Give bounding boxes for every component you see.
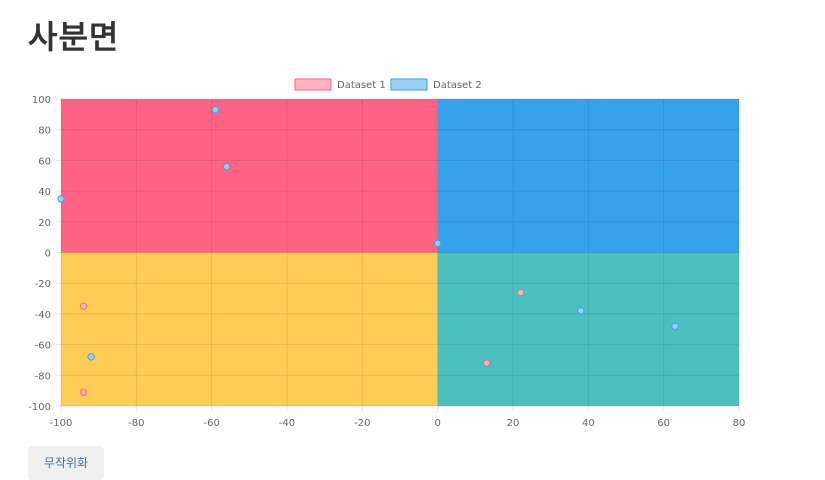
y-tick-label: 40: [38, 187, 51, 198]
axes: -100 -80 -60 -40 -20 0 20 40 60 80 100 80 60 40 20 0 -20…: [28, 95, 745, 429]
x-tick-label: -20: [354, 418, 370, 429]
data-points: [57, 106, 679, 396]
y-tick-label: 0: [45, 249, 51, 260]
y-tick-label: -20: [35, 279, 51, 290]
y-tick-label: 80: [38, 126, 51, 137]
data-point-dataset-2: [671, 322, 679, 330]
data-point-dataset-2: [211, 106, 220, 114]
legend-label: Dataset 1: [337, 80, 386, 91]
quadrant-top-right: [437, 99, 739, 253]
data-point-dataset-2: [433, 239, 442, 247]
y-tick-label: -60: [35, 341, 51, 352]
legend[interactable]: Dataset 1 Dataset 2: [294, 78, 482, 91]
quadrant-bottom-left: [61, 252, 438, 406]
quadrant-bottom-right: [437, 252, 739, 406]
x-tick-label: -40: [279, 418, 295, 429]
page-title: 사분면: [28, 18, 120, 56]
data-point-dataset-1: [482, 359, 491, 367]
data-point-dataset-2: [57, 195, 65, 203]
y-tick-label: 20: [38, 218, 51, 229]
y-tick-label: 60: [38, 156, 51, 167]
y-tick-label: -100: [28, 402, 51, 413]
data-point-dataset-2: [87, 353, 95, 361]
grid-lines: [56, 98, 740, 411]
legend-item-dataset-2[interactable]: Dataset 2: [390, 78, 482, 91]
data-point-dataset-1: [516, 288, 525, 297]
data-point-dataset-1: [79, 302, 88, 310]
quadrant-scatter-chart: -100 -80 -60 -40 -20 0 20 40 60 80 100 80 60 40 20 0 -20…: [28, 78, 745, 429]
x-tick-label: -100: [50, 418, 73, 429]
legend-swatch: [390, 78, 428, 91]
x-tick-label: 60: [657, 418, 670, 429]
x-tick-label: -80: [128, 418, 144, 429]
x-tick-label: 0: [434, 418, 440, 429]
legend-item-dataset-1[interactable]: Dataset 1: [294, 78, 386, 91]
x-tick-label: 20: [507, 418, 520, 429]
quadrant-top-left: [61, 99, 438, 253]
y-tick-label: -80: [35, 371, 51, 382]
data-point-dataset-2: [577, 307, 585, 315]
data-point-dataset-1: [79, 388, 88, 396]
y-tick-label: -40: [35, 310, 51, 321]
quadrant-backgrounds: [61, 99, 739, 406]
randomize-button[interactable]: 무작위화: [28, 446, 104, 480]
data-point-dataset-2: [223, 162, 231, 171]
x-tick-label: -60: [203, 418, 219, 429]
x-tick-label: 40: [582, 418, 595, 429]
legend-swatch: [294, 78, 332, 91]
x-tick-label: 80: [733, 418, 746, 429]
legend-label: Dataset 2: [433, 80, 482, 91]
y-tick-label: 100: [32, 95, 51, 106]
